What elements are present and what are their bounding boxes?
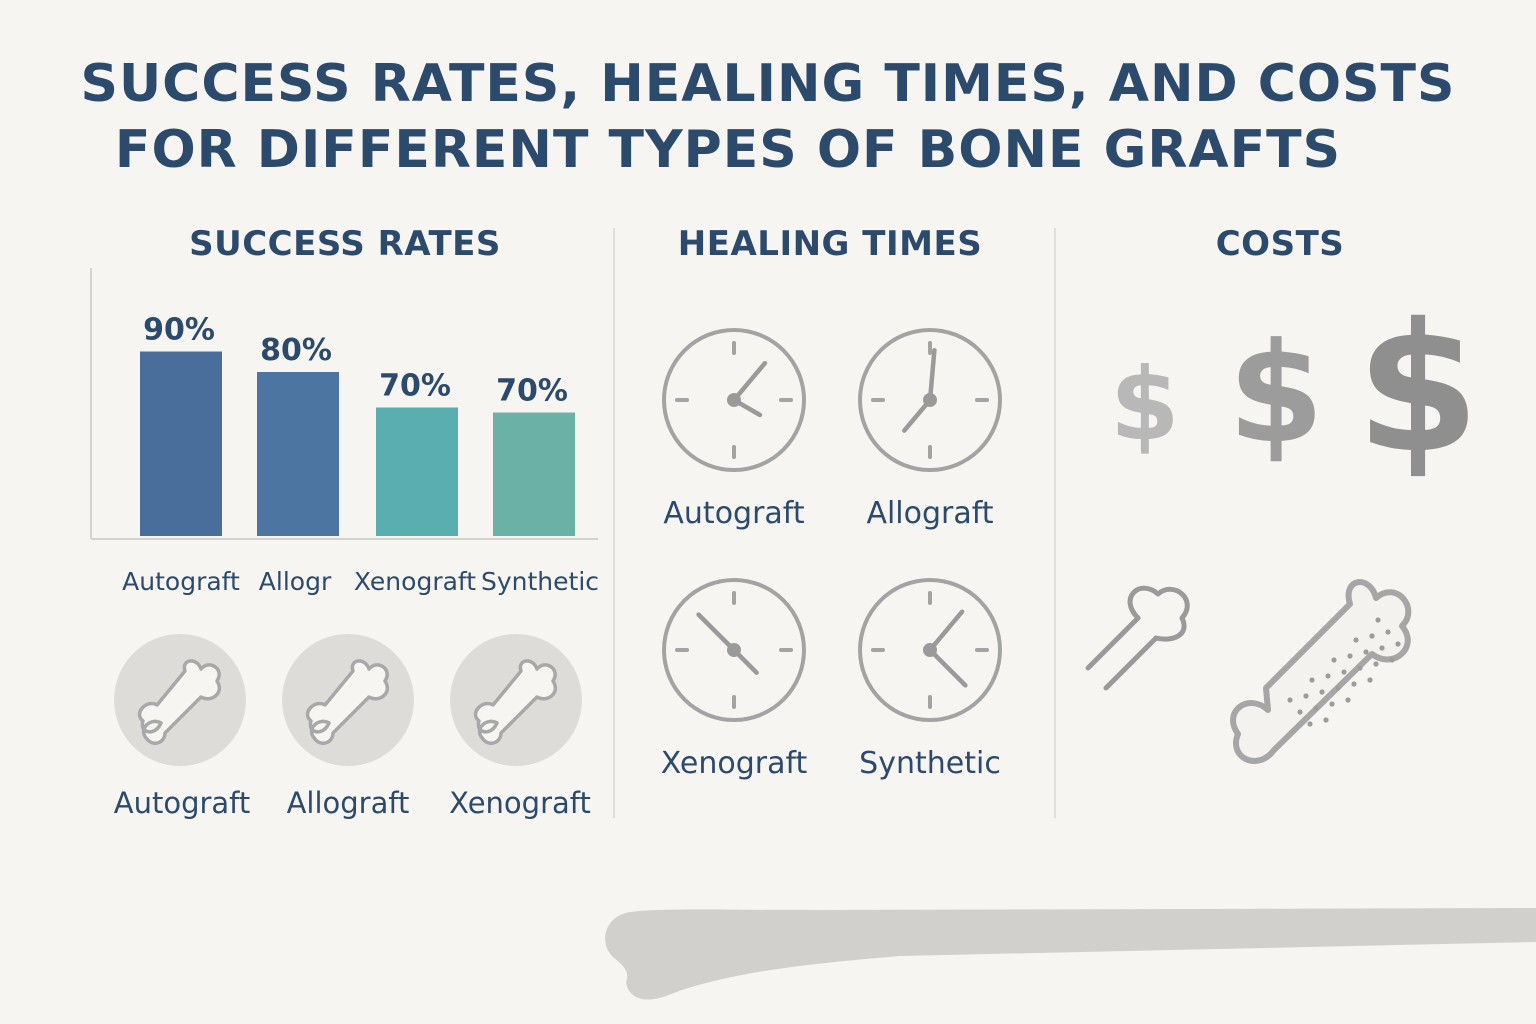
dollar-sign-small: $ xyxy=(1110,346,1180,463)
data-label-allogr: 80% xyxy=(260,333,332,368)
bone-badge-label-xenograft: Xenograft xyxy=(449,786,591,820)
large-bone-graft-icon xyxy=(1230,579,1412,764)
clock-label-synthetic: Synthetic xyxy=(859,746,1001,781)
category-label-autograft: Autograft xyxy=(122,567,240,596)
decorative-bone-shape xyxy=(605,908,1536,1000)
category-label-allogr: Allogr xyxy=(259,567,332,596)
divider-left xyxy=(613,228,615,818)
bone-icon xyxy=(282,634,414,766)
success-rate-chart: 90% Autograft 80% Allogr 70% Xenograft 70% Synt… xyxy=(90,268,599,596)
small-bone-icon xyxy=(1085,585,1190,691)
clock-icon xyxy=(858,328,1002,472)
category-label-xenograft: Xenograft xyxy=(354,567,476,596)
bar-xenograft xyxy=(376,407,458,536)
healing-times-heading: HEALING TIMES xyxy=(677,224,983,264)
page-title-line-1: SUCCESS RATES, HEALING TIMES, AND COSTS xyxy=(80,54,1456,114)
costs-heading: COSTS xyxy=(1215,224,1345,264)
data-label-xenograft: 70% xyxy=(379,369,451,404)
divider-right xyxy=(1054,228,1056,818)
success-rates-heading: SUCCESS RATES xyxy=(189,224,501,264)
category-label-synthetic: Synthetic xyxy=(481,567,599,596)
clock-label-xenograft: Xenograft xyxy=(660,746,808,781)
clock-label-allograft: Allograft xyxy=(866,496,994,531)
data-label-autograft: 90% xyxy=(143,313,215,348)
bone-badge-label-allograft: Allograft xyxy=(286,786,410,820)
clock-icon xyxy=(662,578,806,722)
clock-icon xyxy=(662,328,806,472)
dollar-sign-large: $ xyxy=(1356,285,1480,492)
bar-allogr xyxy=(257,372,339,536)
dollar-sign-medium: $ xyxy=(1228,313,1325,474)
bar-autograft xyxy=(140,351,222,536)
page-title-line-2: FOR DIFFERENT TYPES OF BONE GRAFTS xyxy=(114,120,1342,180)
data-label-synthetic: 70% xyxy=(496,374,568,409)
clock-icon xyxy=(858,578,1002,722)
bar-synthetic xyxy=(493,412,575,536)
bone-icon xyxy=(114,634,246,766)
bone-icon xyxy=(450,634,582,766)
bone-badge-label-autograft: Autograft xyxy=(113,786,251,820)
clock-label-autograft: Autograft xyxy=(663,496,805,531)
